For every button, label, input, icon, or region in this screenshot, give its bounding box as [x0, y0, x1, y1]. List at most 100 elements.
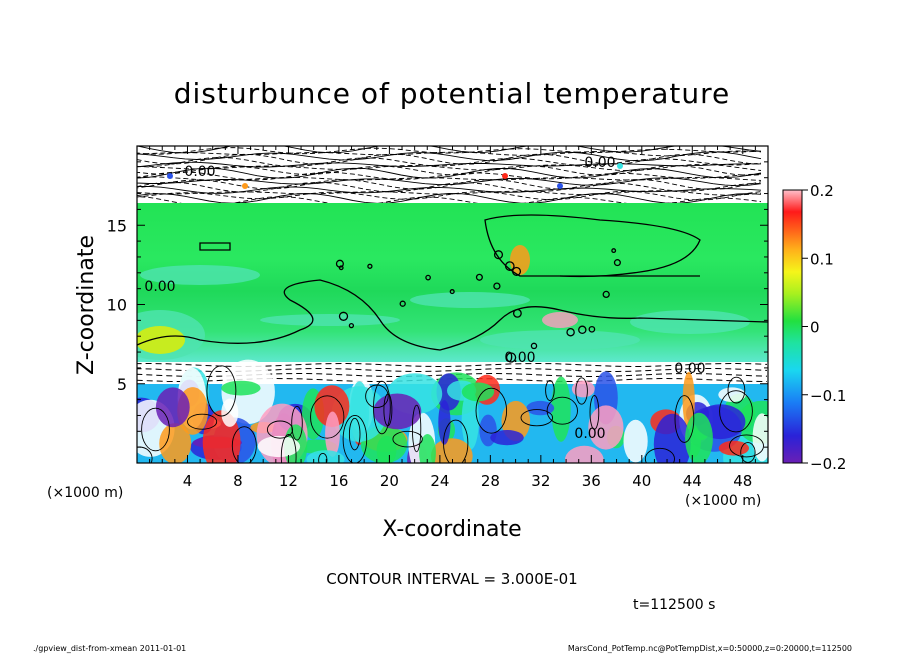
lower-contour [674, 395, 695, 443]
lower-contour [392, 430, 423, 448]
lower-blob [430, 438, 473, 463]
lower-blob [653, 413, 691, 463]
lower-blob [718, 440, 750, 456]
band-contour-ring [475, 273, 483, 281]
band-contour-ring [578, 325, 587, 335]
x-tick-label: 20 [380, 472, 399, 490]
lower-blob [551, 376, 571, 442]
x-tick-label: 16 [329, 472, 348, 490]
lower-blob [461, 389, 479, 450]
lower-blob [438, 400, 451, 445]
lower-blob [623, 419, 648, 463]
colorbar-tick-label: 0 [810, 319, 820, 337]
band-contour-ring [449, 289, 455, 295]
lower-blob [682, 371, 695, 430]
contour-labels: 0.00 0.00 0.00 0.00 0.00 0.00 [144, 155, 705, 442]
band-contour-ring [588, 325, 596, 333]
upper-contour-line [137, 156, 762, 168]
lower-contour [546, 396, 578, 425]
upper-contour-line [137, 190, 762, 201]
lower-contour [644, 447, 675, 463]
strip-contour-line [137, 362, 768, 368]
lower-contour [231, 426, 257, 463]
band-contour-ring [493, 282, 501, 290]
upper-contour-line [137, 171, 762, 181]
upper-contour-region [137, 146, 762, 213]
footer-right: MarsCond_PotTemp.nc@PotTempDist,x=0:5000… [568, 644, 852, 653]
upper-color-speck [502, 173, 508, 179]
contour-label: 0.00 [574, 426, 605, 442]
lower-blob [419, 434, 436, 463]
band-cyan-patches [137, 245, 750, 360]
lower-blob [314, 385, 350, 428]
plot-area [137, 146, 768, 463]
x-tick-label: 24 [430, 472, 449, 490]
lower-contour [187, 413, 218, 430]
lower-contour [719, 390, 753, 433]
x-tick-label: 40 [632, 472, 651, 490]
contour-label: 0.00 [184, 164, 215, 180]
contour-interval-text: CONTOUR INTERVAL = 3.000E-01 [326, 570, 577, 588]
lower-blob [588, 405, 624, 450]
y-tick-label: 15 [107, 216, 127, 235]
band-contour-ring [504, 261, 515, 271]
lower-blob [257, 435, 301, 458]
upper-contour-line [137, 181, 762, 193]
band-contour-ring [335, 259, 344, 268]
lower-contour [342, 414, 368, 463]
lower-contour [545, 380, 555, 401]
y-unit-label: (×1000 m) [47, 485, 123, 501]
band-contour-ring [348, 322, 355, 329]
lower-contour [411, 404, 422, 453]
lower-blob [159, 423, 192, 463]
lower-blob [461, 382, 495, 402]
lower-contour [348, 417, 361, 451]
upper-color-speck [557, 183, 563, 189]
upper-contour-line [137, 147, 762, 155]
upper-contour-line [137, 167, 762, 179]
lower-blob [221, 398, 239, 427]
band-patch [260, 314, 400, 326]
x-tick-label: 32 [531, 472, 550, 490]
upper-contour-line [137, 179, 762, 190]
lower-contour [310, 395, 345, 439]
lower-contour [280, 434, 297, 463]
band-contour-ring [566, 327, 575, 337]
upper-contour-line [137, 150, 762, 157]
upper-color-speck [617, 163, 623, 169]
band-contour-line [137, 279, 768, 351]
contour-label: 0.00 [144, 279, 175, 295]
lower-contour [575, 377, 588, 405]
contour-label: 0.00 [504, 350, 535, 366]
band-contour-line [484, 214, 701, 278]
band-contour-ring [493, 250, 504, 260]
upper-contour-line [137, 177, 762, 187]
lower-blob [564, 445, 604, 463]
x-tick-label: 36 [582, 472, 601, 490]
colorbar-scale [782, 189, 803, 464]
band-contour-ring [512, 308, 522, 318]
upper-color-speck [242, 183, 248, 189]
y-axis-label: Z-coordinate [74, 235, 99, 375]
upper-contour-line [137, 153, 762, 165]
contour-label: 0.00 [584, 155, 615, 171]
chart-title: disturbunce of potential temperature [174, 77, 731, 110]
x-tick-label: 44 [683, 472, 702, 490]
contour-label: 0.00 [674, 361, 705, 377]
lower-contour [443, 419, 469, 463]
upper-color-speck [167, 173, 173, 179]
x-tick-label: 48 [733, 472, 752, 490]
lower-blob [752, 413, 768, 462]
band-contour-ring [505, 352, 517, 363]
band-yellow-patch [137, 326, 185, 354]
lower-contour [373, 380, 391, 435]
lower-blob [376, 435, 397, 463]
colorbar-tick-label: −0.2 [810, 455, 846, 473]
lower-blob [325, 411, 340, 457]
band-contour-line [199, 242, 231, 251]
y-axis: 5 10 15 [107, 161, 768, 448]
lower-blob [306, 450, 345, 463]
band-contour-ring [399, 300, 406, 307]
lower-contour [475, 387, 508, 434]
